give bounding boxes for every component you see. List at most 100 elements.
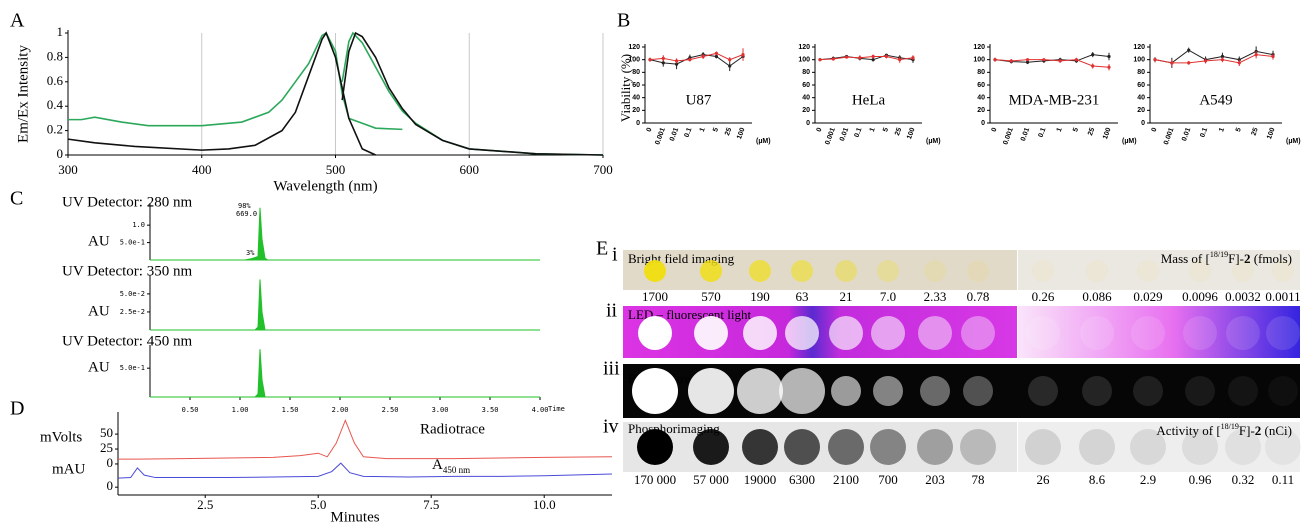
spot [791, 260, 813, 282]
line [341, 31, 604, 156]
title-part: F]- [1239, 423, 1255, 438]
y-tick-label: 0 [107, 455, 114, 470]
line [649, 54, 744, 67]
marker [1254, 53, 1258, 57]
y-tick-label: 1 [57, 24, 64, 39]
x-tick-label: 4.00 [532, 406, 549, 414]
line [819, 56, 914, 61]
x-unit: (µM) [926, 138, 941, 145]
marker [844, 55, 849, 59]
chart: 2.5e-2 5.0e-2 UV Detector: 350 nm AU [62, 263, 540, 331]
y-tick-label: 1.0 [132, 221, 145, 229]
line [994, 59, 1110, 68]
x-tick-label: 3.50 [482, 406, 499, 414]
y-tick-label: 60 [632, 82, 640, 89]
annotation: A450 nm [432, 457, 470, 475]
y-tick-label: 50 [100, 425, 113, 440]
spot [637, 429, 673, 465]
marker [1153, 58, 1157, 62]
y-tick-label: 40 [632, 95, 640, 102]
y-tick-label: 120 [973, 44, 985, 51]
row-numeral: iv [603, 416, 619, 438]
spot [784, 429, 820, 465]
title-part: F]- [1228, 251, 1244, 266]
x-tick-label: 3.00 [432, 406, 449, 414]
spot [1189, 260, 1211, 282]
x-unit: (µM) [1286, 138, 1301, 145]
line [68, 31, 403, 131]
x-tick-label: 100 [1266, 127, 1277, 140]
spot [638, 316, 672, 350]
y-tick-label: 0 [636, 120, 640, 127]
spot [1086, 260, 1108, 282]
bright-field-image [623, 250, 1017, 290]
marker [911, 56, 915, 60]
panel-label: B [617, 10, 630, 32]
chart: 0 0.2 0.4 0.6 0.8 1 300 400 500 600 700 A Em/Ex Inte… [10, 10, 613, 195]
x-tick-label: 1.00 [232, 406, 249, 414]
marker [871, 54, 875, 59]
spot [1232, 260, 1254, 282]
y-label: AU [88, 359, 110, 375]
mass-label: 0.26 [1032, 289, 1055, 304]
spot [1266, 316, 1300, 350]
x-tick-label: 0.01 [1020, 127, 1031, 142]
marker [1237, 61, 1241, 65]
x-tick-label: 0.001 [1002, 127, 1015, 146]
y-tick-label: 20 [1137, 107, 1145, 114]
spot [963, 376, 993, 406]
activity-label: 0.11 [1272, 472, 1294, 487]
x-tick-label: 5.0 [310, 497, 326, 512]
x-tick-label: 0.01 [839, 127, 850, 142]
marker [818, 58, 822, 62]
x-tick-label: 0 [646, 127, 654, 133]
title-part: 2 [1255, 423, 1262, 438]
marker [728, 64, 732, 68]
x-tick-label: 0.1 [684, 127, 694, 139]
line [1154, 54, 1274, 64]
x-tick-label: 10.0 [533, 497, 556, 512]
spot [829, 316, 863, 350]
y-tick-label: 0.6 [47, 73, 64, 88]
x-tick-label: 25 [894, 127, 903, 137]
chart: 5.0e-1 0.50 1.00 1.50 2.00 2.50 3.00 3.50 4.00 UV… [62, 333, 565, 414]
spot [1182, 429, 1218, 465]
x-tick-label: 100 [906, 127, 917, 140]
activity-label: 2.9 [1140, 472, 1156, 487]
spot [871, 316, 905, 350]
x-label: Minutes [330, 509, 379, 525]
x-tick-label: 0.001 [1163, 127, 1176, 146]
x-tick-label: 700 [593, 162, 613, 177]
spot [835, 260, 857, 282]
marker [898, 58, 902, 62]
chart: 0 20 40 60 80 100 120 0 0.001 0.01 0.1 1 5 25 100 (µM) A… [1133, 44, 1300, 146]
spot [700, 260, 722, 282]
x-unit: (µM) [756, 138, 771, 145]
x-tick-label: 400 [192, 162, 212, 177]
marker [1271, 54, 1275, 59]
activity-label: 203 [925, 472, 945, 487]
mass-title: Mass of [18/19F]-2 (fmols) [1161, 250, 1292, 266]
x-tick-label: 1 [869, 127, 877, 133]
line [341, 31, 604, 156]
y-tick-label: 0 [57, 146, 64, 161]
title-part: Mass of [ [1161, 251, 1210, 266]
marker [1220, 58, 1225, 62]
spot [1133, 376, 1163, 406]
cell-line-label: HeLa [852, 92, 886, 108]
y-tick-label: 5.0e-2 [120, 290, 145, 298]
activity-label: 170 000 [634, 472, 676, 487]
line [819, 54, 914, 61]
marker [701, 54, 705, 59]
title-part: Activity of [ [1156, 423, 1220, 438]
activity-label: 26 [1037, 472, 1051, 487]
spot [694, 316, 728, 350]
marker [1025, 60, 1030, 64]
y-tick-label: 0 [806, 120, 810, 127]
marker [741, 53, 745, 57]
y-tick-label: 60 [802, 82, 810, 89]
marker [1009, 59, 1013, 63]
title-part: 2 [1244, 251, 1251, 266]
marker [714, 51, 719, 55]
